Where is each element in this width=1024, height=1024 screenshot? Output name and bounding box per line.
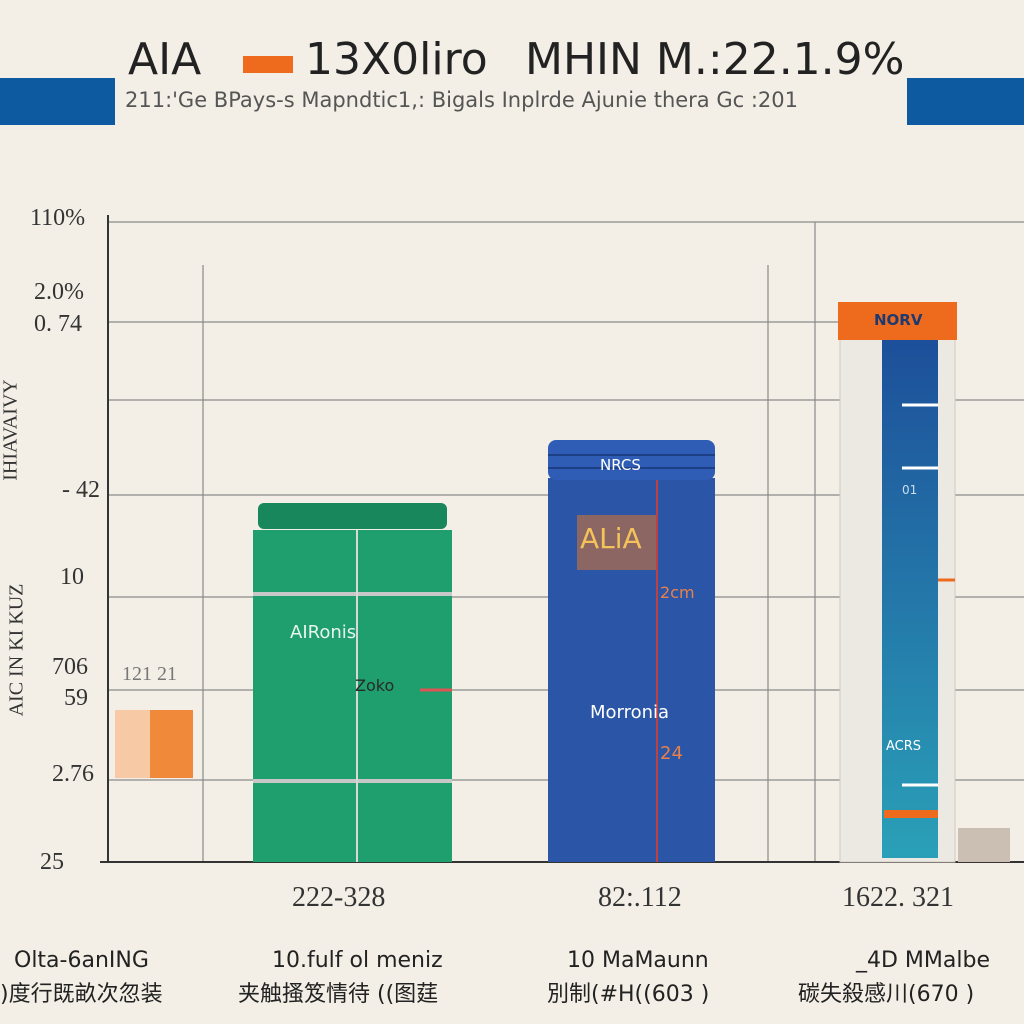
tick-label: 2.0% [34, 279, 84, 305]
tube-cap [838, 302, 957, 340]
title: MHIN M.:22.1.9% [525, 34, 905, 85]
tube-label: ACRS [886, 739, 922, 754]
caption: _4D MMalbe [856, 948, 990, 973]
green-cap [258, 503, 447, 529]
tube-band [884, 810, 938, 818]
blue-cap [548, 440, 715, 480]
caption-sub: )度行既畝次忽装 [0, 982, 163, 1007]
tube-label: 01 [902, 483, 918, 497]
tick-label: 25 [40, 849, 64, 875]
can-label: 24 [660, 743, 683, 764]
title: 13X0liro [305, 34, 488, 85]
caption-sub: 碳失殺感川(670 ) [798, 982, 975, 1007]
tube-fill [882, 340, 938, 858]
caption-sub: 夹触搔笈情待 ((图莛 [238, 982, 439, 1007]
x-label: 82:.112 [598, 882, 682, 913]
caption: 10 MaMaunn [567, 948, 709, 973]
label-patch [577, 515, 657, 570]
title: AIA [128, 34, 202, 85]
caption-sub: 別制(#H((603 ) [547, 982, 710, 1007]
can-label: NRCS [600, 456, 641, 474]
tick-label: 110% [30, 205, 86, 231]
tick-label: 2.76 [52, 761, 94, 787]
can-label: Morronia [590, 702, 670, 723]
caption: Olta-6anING [14, 948, 149, 973]
tick-label: 59 [64, 685, 88, 711]
tick-label: - 42 [62, 477, 100, 503]
cap-ridges [548, 454, 715, 469]
caption: 10.fulf ol meniz [272, 948, 443, 973]
can-label: Zoko [355, 676, 395, 695]
axis-title: AIC IN KI KUZ [5, 583, 28, 717]
axis-title: IHIAVAIVY [0, 379, 22, 481]
subtitle: 211:'Ge BPays-s Mapndtic1,: Bigals Inplr… [125, 88, 799, 112]
tick-label: 10 [60, 564, 84, 590]
orange-block-light [115, 710, 150, 778]
side-note: 121 21 [122, 663, 177, 685]
tick-label: 706 [52, 654, 88, 680]
tube-marks [902, 403, 938, 787]
cap-label: NORV [874, 311, 923, 329]
can-stripes [253, 592, 452, 783]
x-label: 1622. 321 [842, 882, 954, 913]
title-accent [243, 56, 293, 73]
can-label: AIRonis [290, 622, 357, 643]
can-label: 2cm [660, 583, 695, 602]
green-can [253, 530, 452, 862]
can-label: ALiA [580, 522, 642, 555]
banner-right [907, 78, 1024, 125]
tick-label: 0. 74 [34, 311, 82, 337]
grey-block [958, 828, 1010, 862]
banner-left [0, 78, 115, 125]
x-label: 222-328 [292, 882, 386, 913]
